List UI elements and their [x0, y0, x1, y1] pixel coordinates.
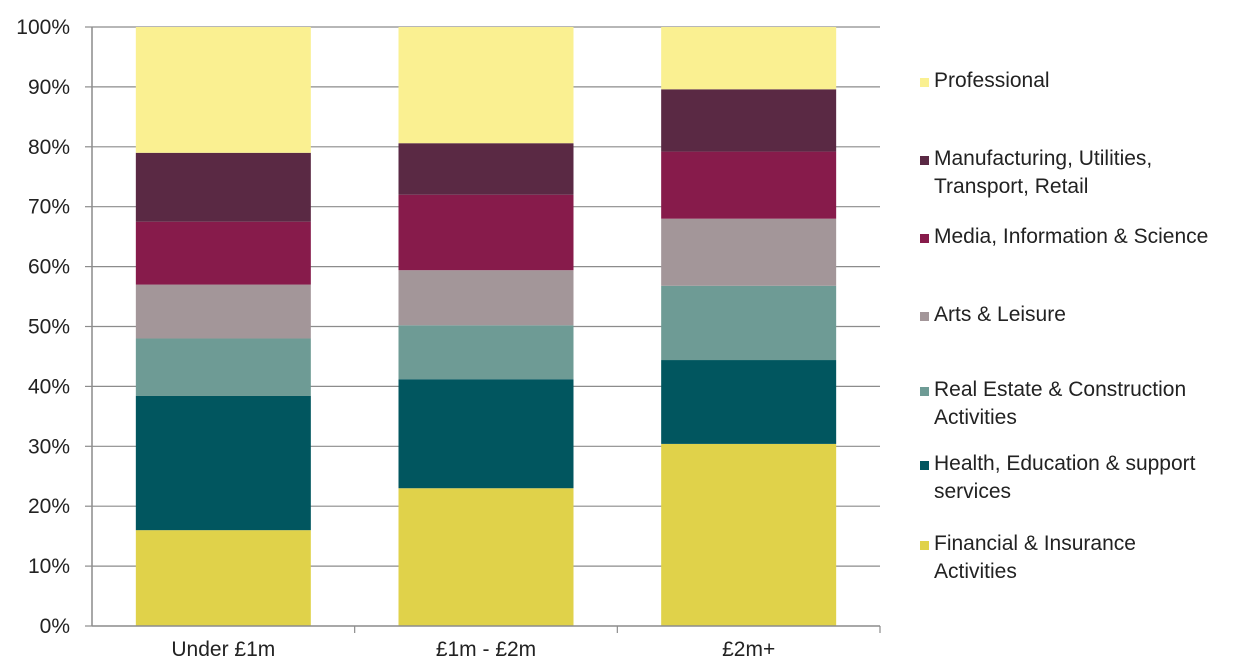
x-tick-label: £1m - £2m	[436, 638, 536, 661]
bar-segment	[135, 27, 311, 153]
bar-segment	[661, 360, 837, 444]
y-tick-label: 50%	[28, 316, 70, 339]
bar-segment	[135, 395, 311, 531]
axes: 0% 10% 20% 30% 40% 50% 60% 70% 80% 90% 100% Under £…	[16, 16, 881, 661]
bar-segment	[398, 270, 574, 326]
bar-segment	[135, 284, 311, 339]
legend-swatch	[920, 234, 929, 243]
legend-label: Activities	[934, 406, 1017, 429]
legend-label: Arts & Leisure	[934, 303, 1066, 326]
legend-swatch	[920, 461, 929, 470]
legend-label: Media, Information & Science	[934, 225, 1208, 248]
y-tick-label: 80%	[28, 136, 70, 159]
bar-segment	[398, 379, 574, 489]
y-tick-label: 90%	[28, 76, 70, 99]
legend-label: Financial & Insurance	[934, 532, 1136, 555]
legend-swatch	[920, 541, 929, 550]
bar-segment	[398, 488, 574, 626]
legend-swatch	[920, 156, 929, 165]
y-tick-label: 20%	[28, 495, 70, 518]
bar-segment	[135, 338, 311, 396]
bar-segment	[398, 143, 574, 195]
bar-segment	[661, 151, 837, 219]
legend-swatch	[920, 312, 929, 321]
x-tick-label: Under £1m	[171, 638, 275, 661]
bars	[135, 27, 837, 626]
bar-segment	[661, 285, 837, 361]
bar-segment	[661, 218, 837, 286]
legend-label: Real Estate & Construction	[934, 378, 1186, 401]
bar-segment	[398, 27, 574, 144]
bar-segment	[135, 221, 311, 285]
legend-label: Transport, Retail	[934, 175, 1088, 198]
legend-label: Health, Education & support	[934, 452, 1196, 475]
bar-segment	[135, 530, 311, 626]
y-tick-label: 0%	[40, 615, 70, 638]
y-tick-label: 70%	[28, 196, 70, 219]
y-tick-label: 60%	[28, 256, 70, 279]
x-tick-label: £2m+	[722, 638, 775, 661]
y-tick-label: 10%	[28, 555, 70, 578]
y-tick-label: 40%	[28, 375, 70, 398]
legend-label: Activities	[934, 560, 1017, 583]
y-tick-label: 100%	[16, 16, 70, 39]
legend-swatch	[920, 78, 929, 87]
bar-segment	[661, 27, 837, 90]
legend-label: services	[934, 480, 1011, 503]
legend-label: Professional	[934, 69, 1050, 92]
bar-segment	[135, 152, 311, 222]
bar-segment	[398, 194, 574, 271]
legend-label: Manufacturing, Utilities,	[934, 147, 1152, 170]
legend-swatch	[920, 387, 929, 396]
bar-segment	[661, 89, 837, 152]
y-tick-label: 30%	[28, 435, 70, 458]
bar-segment	[398, 325, 574, 380]
legend: Professional Manufacturing, Utilities, Tra…	[920, 69, 1208, 583]
bar-segment	[661, 443, 837, 626]
